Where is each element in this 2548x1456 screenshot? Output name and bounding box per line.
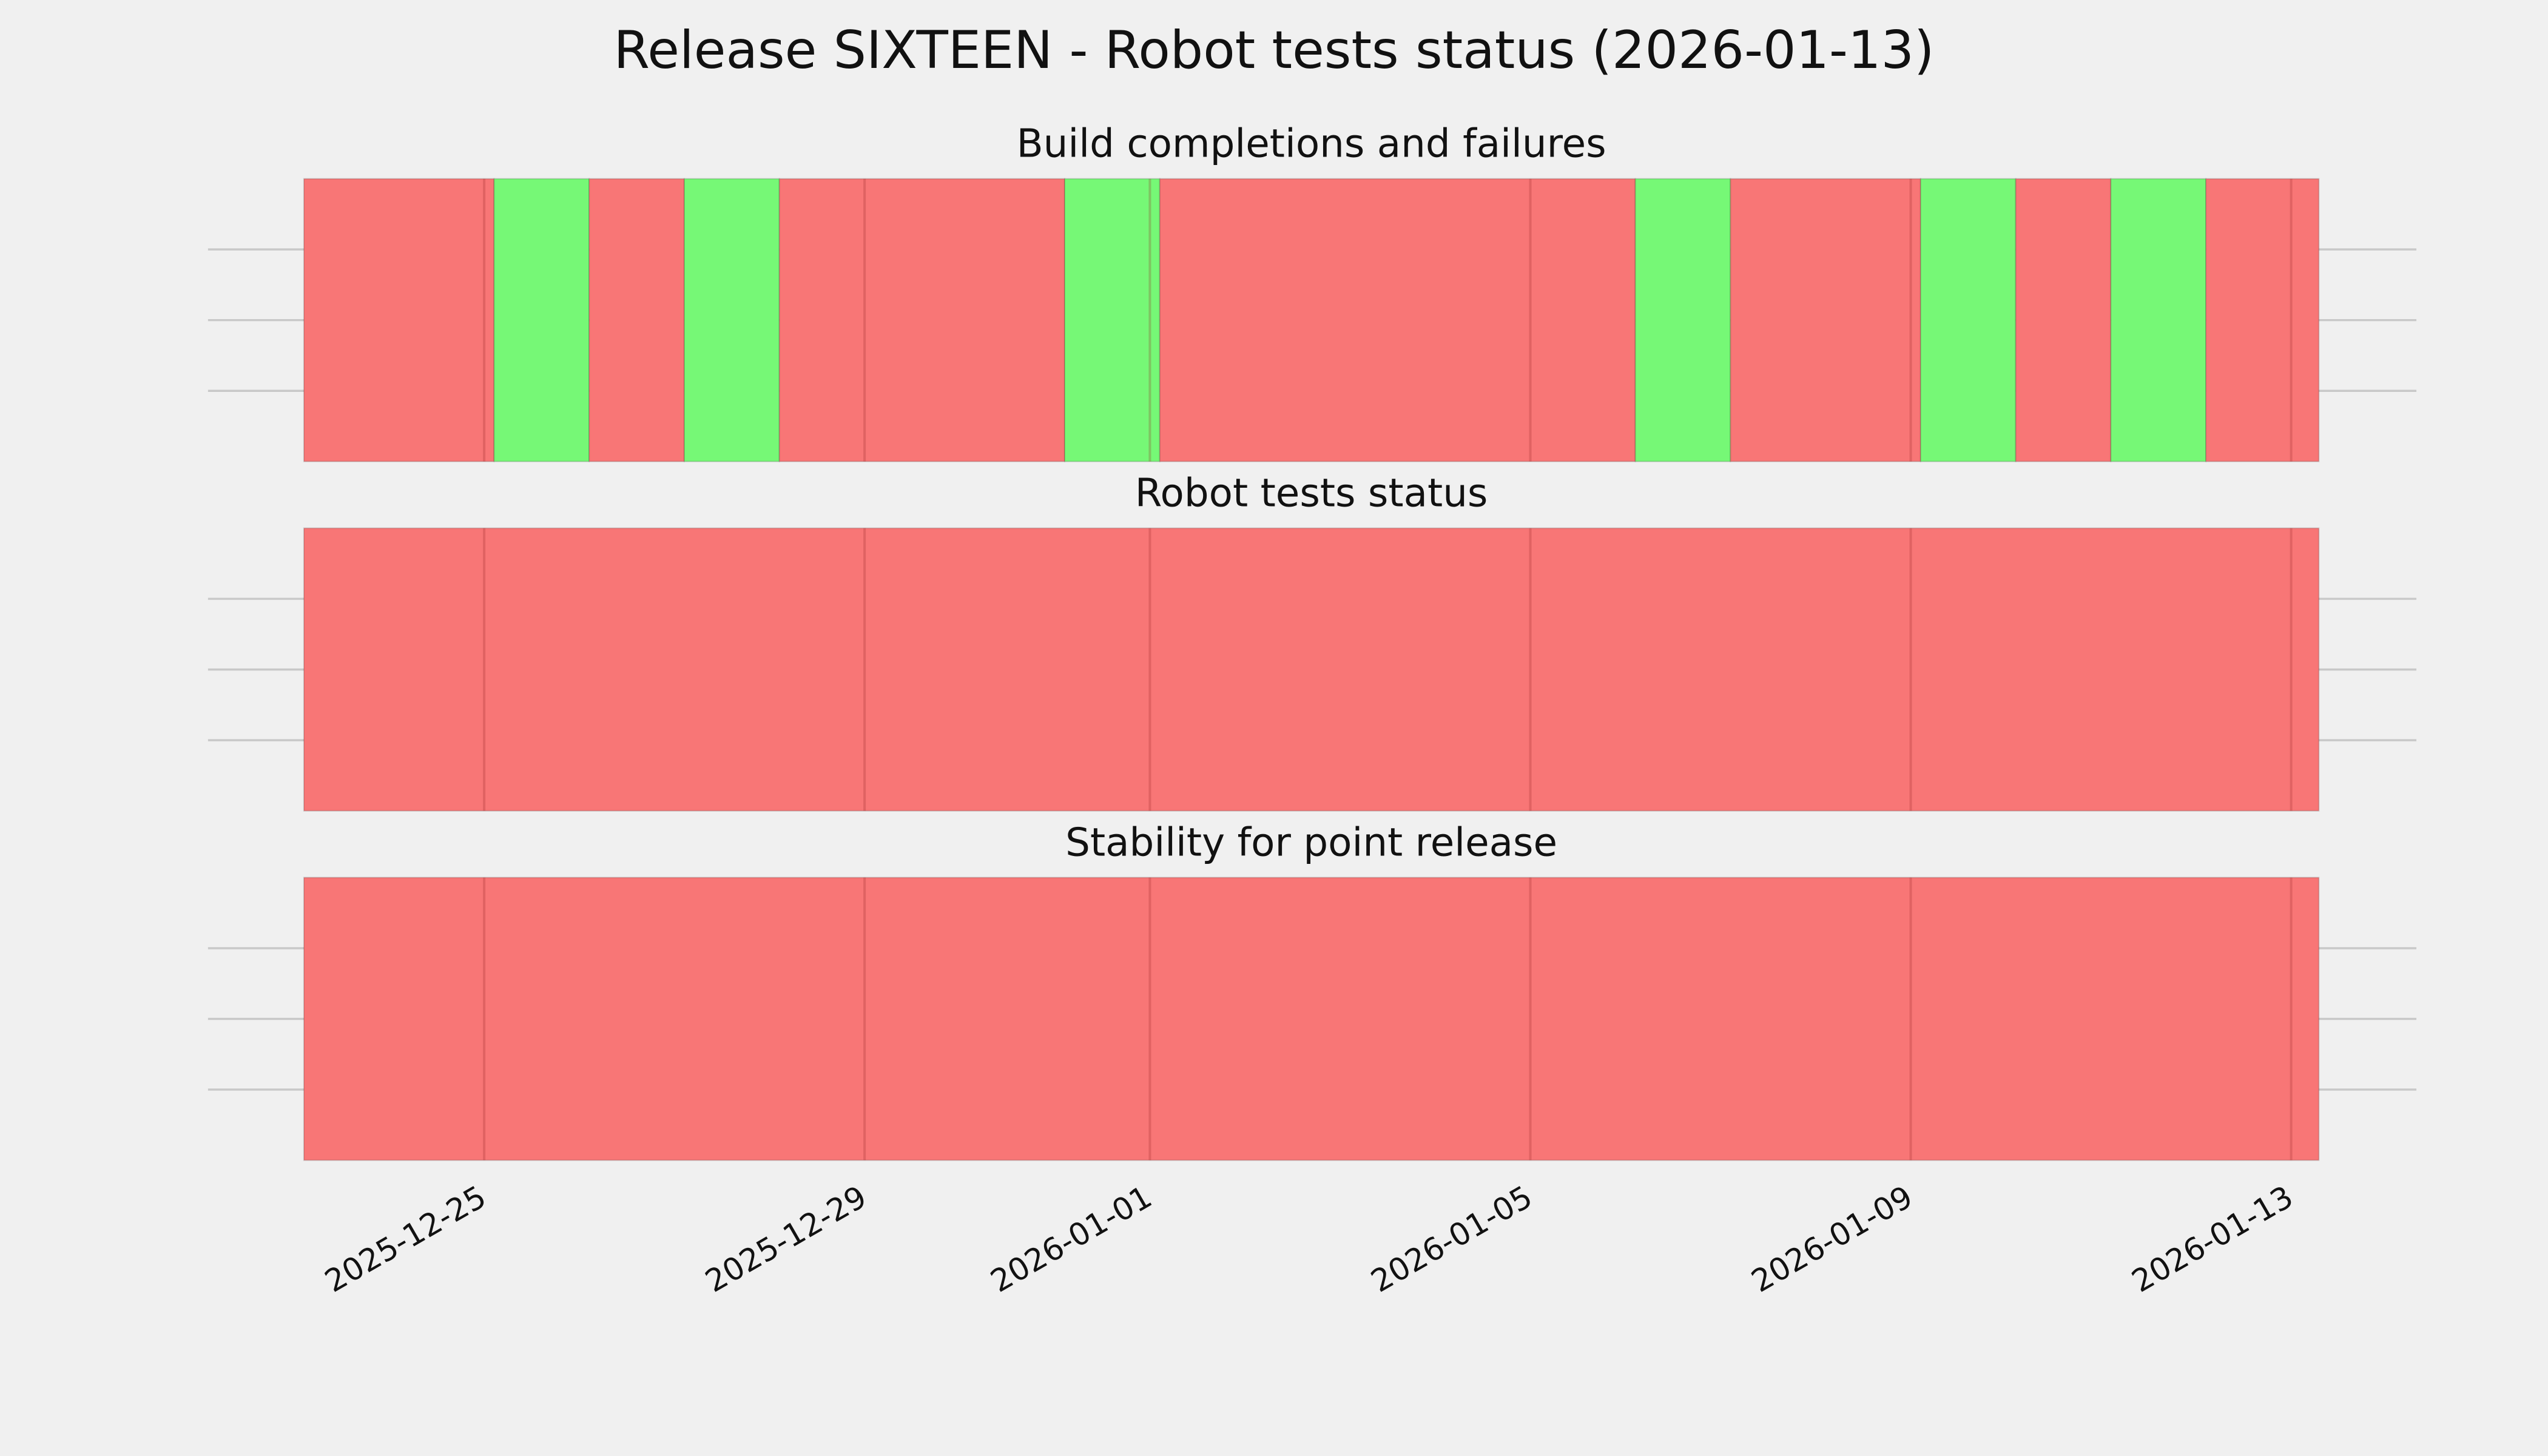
status-span	[778, 178, 1066, 462]
status-span	[2205, 178, 2320, 462]
subplot-title: Stability for point release	[1065, 820, 1557, 865]
status-span	[588, 178, 686, 462]
status-span	[1063, 178, 1161, 462]
status-span	[1919, 178, 2017, 462]
status-span	[2015, 178, 2112, 462]
status-span	[493, 178, 590, 462]
status-span	[303, 877, 2320, 1161]
status-span	[2110, 178, 2207, 462]
status-span	[1634, 178, 1731, 462]
status-span	[683, 178, 780, 462]
chart-title: Release SIXTEEN - Robot tests status (20…	[614, 20, 1935, 81]
status-span	[1159, 178, 1636, 462]
status-span	[1730, 178, 1921, 462]
status-span	[303, 178, 495, 462]
subplot-title: Build completions and failures	[1017, 121, 1606, 167]
subplot-title: Robot tests status	[1135, 471, 1488, 516]
status-span	[303, 527, 2320, 812]
